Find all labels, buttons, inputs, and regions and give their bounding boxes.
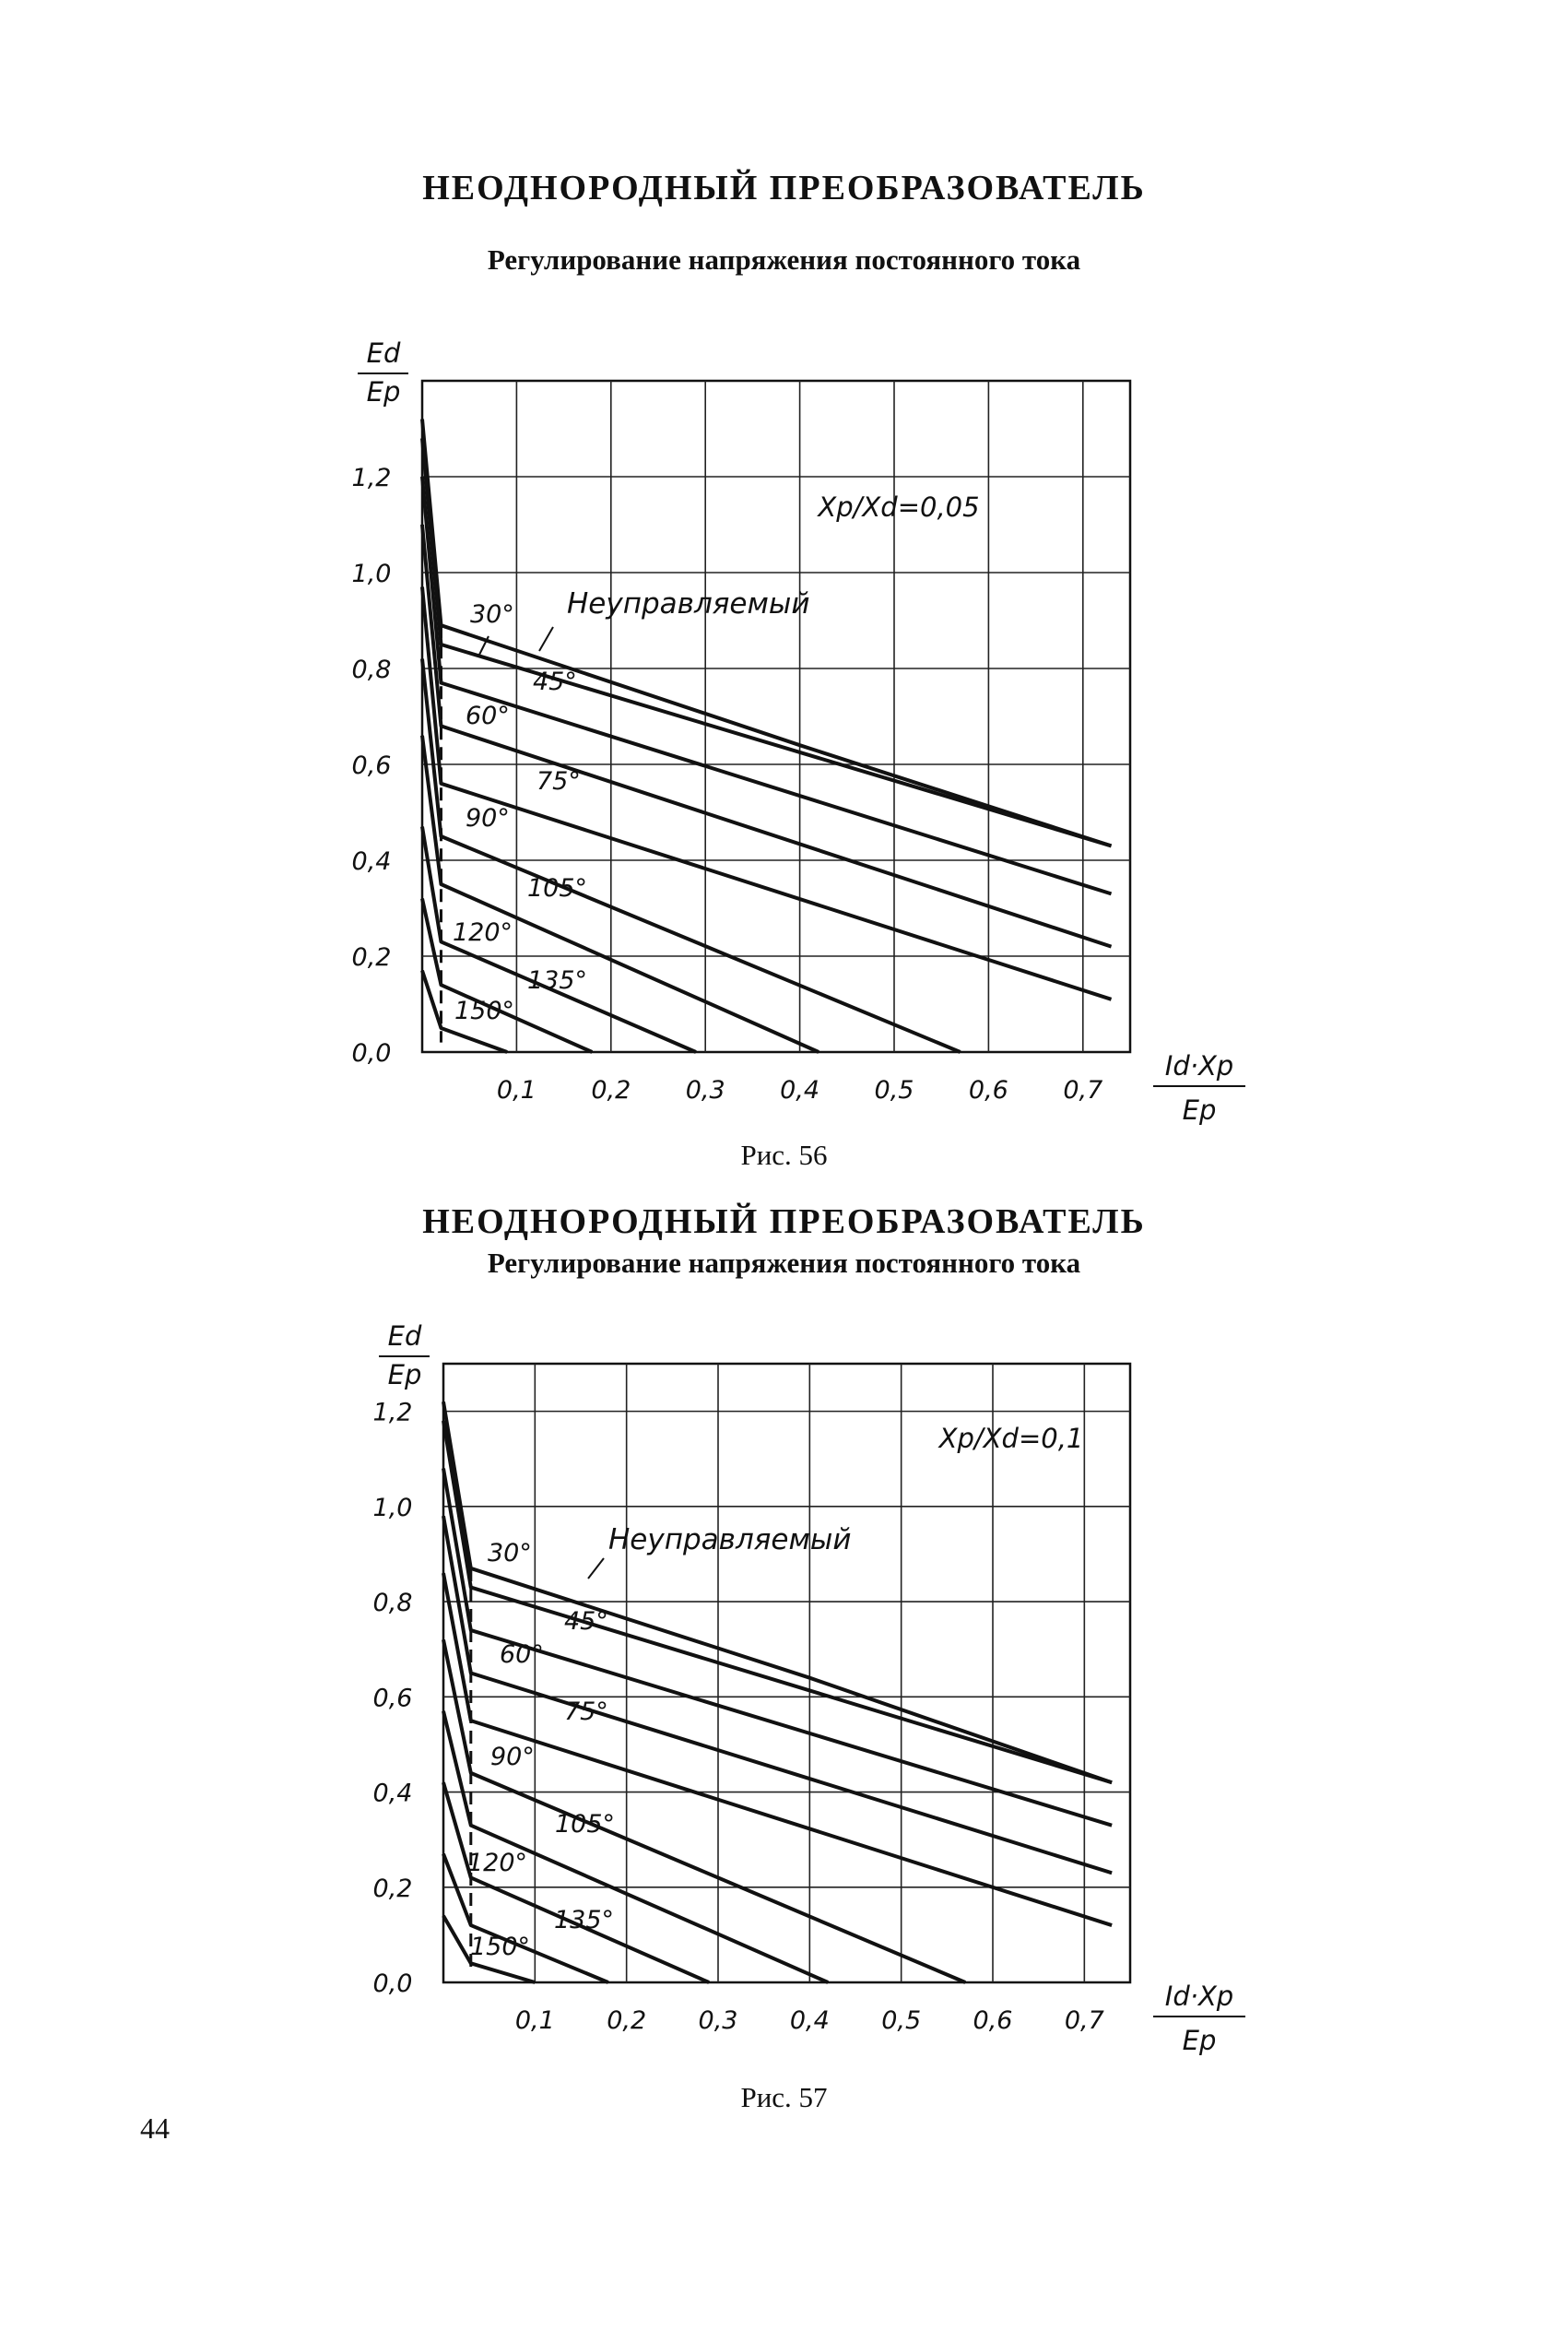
series-label: 105° — [527, 874, 587, 903]
series-label: 60° — [500, 1640, 544, 1669]
series-line — [420, 735, 819, 1054]
x-tick-label: 0,7 — [1065, 2006, 1104, 2035]
x-tick-label: 0,7 — [1063, 1076, 1102, 1105]
series-label: 135° — [527, 966, 587, 995]
y-tick-label: 1,0 — [373, 1494, 413, 1522]
label-leader-line — [587, 1557, 605, 1579]
series-line — [442, 1401, 1113, 1785]
x-axis-label-numerator: Id·Xp — [1165, 1050, 1233, 1082]
figure-56-caption: Рис. 56 — [740, 1139, 828, 1171]
series-line — [442, 1710, 830, 1984]
x-tick-label: 0,3 — [686, 1076, 725, 1105]
label-leader-line — [478, 635, 489, 656]
x-axis-label-numerator: Id·Xp — [1165, 1981, 1233, 2012]
series-label: 75° — [536, 767, 581, 796]
x-tick-label: 0,2 — [591, 1076, 631, 1105]
y-axis-label-denominator: Ep — [367, 376, 401, 408]
series-label: 90° — [490, 1743, 535, 1771]
y-tick-label: 0,8 — [373, 1589, 413, 1617]
x-tick-label: 0,4 — [790, 2006, 830, 2035]
series-label: 150° — [454, 997, 514, 1025]
figure-57-subtitle: Регулирование напряжения постоянного ток… — [487, 1247, 1081, 1279]
series-label: 60° — [466, 702, 510, 730]
series-label: 135° — [554, 1906, 614, 1934]
y-tick-label: 0,4 — [352, 847, 392, 876]
series-label: 120° — [453, 918, 513, 947]
y-tick-label: 1,2 — [373, 1399, 413, 1427]
series-label: 45° — [533, 668, 577, 696]
series-label: Неуправляемый — [608, 1523, 852, 1556]
series-label: 45° — [564, 1607, 608, 1636]
x-tick-label: 0,2 — [607, 2006, 646, 2035]
x-axis-label-denominator: Ep — [1183, 2025, 1217, 2056]
series-line — [420, 524, 1113, 949]
x-tick-label: 0,1 — [515, 2006, 555, 2035]
x-tick-label: 0,3 — [699, 2006, 738, 2035]
series-line — [442, 1420, 1113, 1785]
series-line — [420, 438, 1113, 848]
y-tick-label: 1,2 — [352, 464, 392, 492]
y-tick-label: 0,8 — [352, 656, 392, 684]
y-axis-label-numerator: Ed — [367, 337, 401, 369]
y-tick-label: 0,4 — [373, 1780, 413, 1808]
series-label: 30° — [470, 600, 514, 629]
chart-fig-56: 0,0 0,2 0,4 0,6 0,8 1,0 1,2 0,1 0,2 0,3 0,4 0,5 0,6 0… — [352, 337, 1245, 1126]
x-tick-label: 0,1 — [497, 1076, 536, 1105]
series-label: Неуправляемый — [567, 587, 810, 621]
series-label: 30° — [488, 1539, 532, 1567]
series-line — [420, 476, 1113, 896]
y-tick-label: 1,0 — [352, 560, 392, 588]
series-label: 75° — [564, 1697, 608, 1726]
y-tick-label: 0,0 — [373, 1969, 413, 1998]
y-axis-label-numerator: Ed — [388, 1320, 422, 1352]
page-number: 44 — [140, 2111, 170, 2145]
x-tick-label: 0,5 — [881, 2006, 921, 2035]
y-axis-label-denominator: Ep — [388, 1359, 422, 1390]
plot-frame — [420, 379, 1132, 1054]
series-label: 120° — [467, 1849, 527, 1877]
parameter-annotation: Xp/Xd=0,05 — [816, 491, 979, 523]
x-axis-label-denominator: Ep — [1183, 1094, 1217, 1126]
figure-57-caption: Рис. 57 — [740, 2081, 828, 2113]
series-line — [420, 586, 1113, 1001]
x-tick-label: 0,4 — [780, 1076, 819, 1105]
x-tick-label: 0,6 — [973, 2006, 1013, 2035]
series-label: 150° — [470, 1933, 530, 1961]
series-label: 105° — [555, 1810, 615, 1839]
parameter-annotation: Xp/Xd=0,1 — [937, 1423, 1084, 1454]
label-leader-line — [538, 626, 554, 652]
y-tick-label: 0,0 — [352, 1039, 392, 1068]
series-line — [420, 898, 594, 1054]
plot-frame — [442, 1362, 1132, 1984]
series-line — [420, 969, 508, 1054]
y-tick-label: 0,6 — [373, 1684, 413, 1712]
figure-56-subtitle: Регулирование напряжения постоянного ток… — [487, 243, 1081, 276]
series-line — [442, 1638, 966, 1984]
figure-57-title: НЕОДНОРОДНЫЙ ПРЕОБРАЗОВАТЕЛЬ — [422, 1202, 1146, 1241]
y-tick-label: 0,2 — [373, 1875, 413, 1903]
y-tick-label: 0,6 — [352, 751, 392, 780]
series-label: 90° — [466, 804, 510, 833]
figure-56-title: НЕОДНОРОДНЫЙ ПРЕОБРАЗОВАТЕЛЬ — [422, 169, 1146, 207]
x-tick-label: 0,6 — [969, 1076, 1008, 1105]
x-tick-label: 0,5 — [875, 1076, 914, 1105]
y-tick-label: 0,2 — [352, 943, 392, 972]
